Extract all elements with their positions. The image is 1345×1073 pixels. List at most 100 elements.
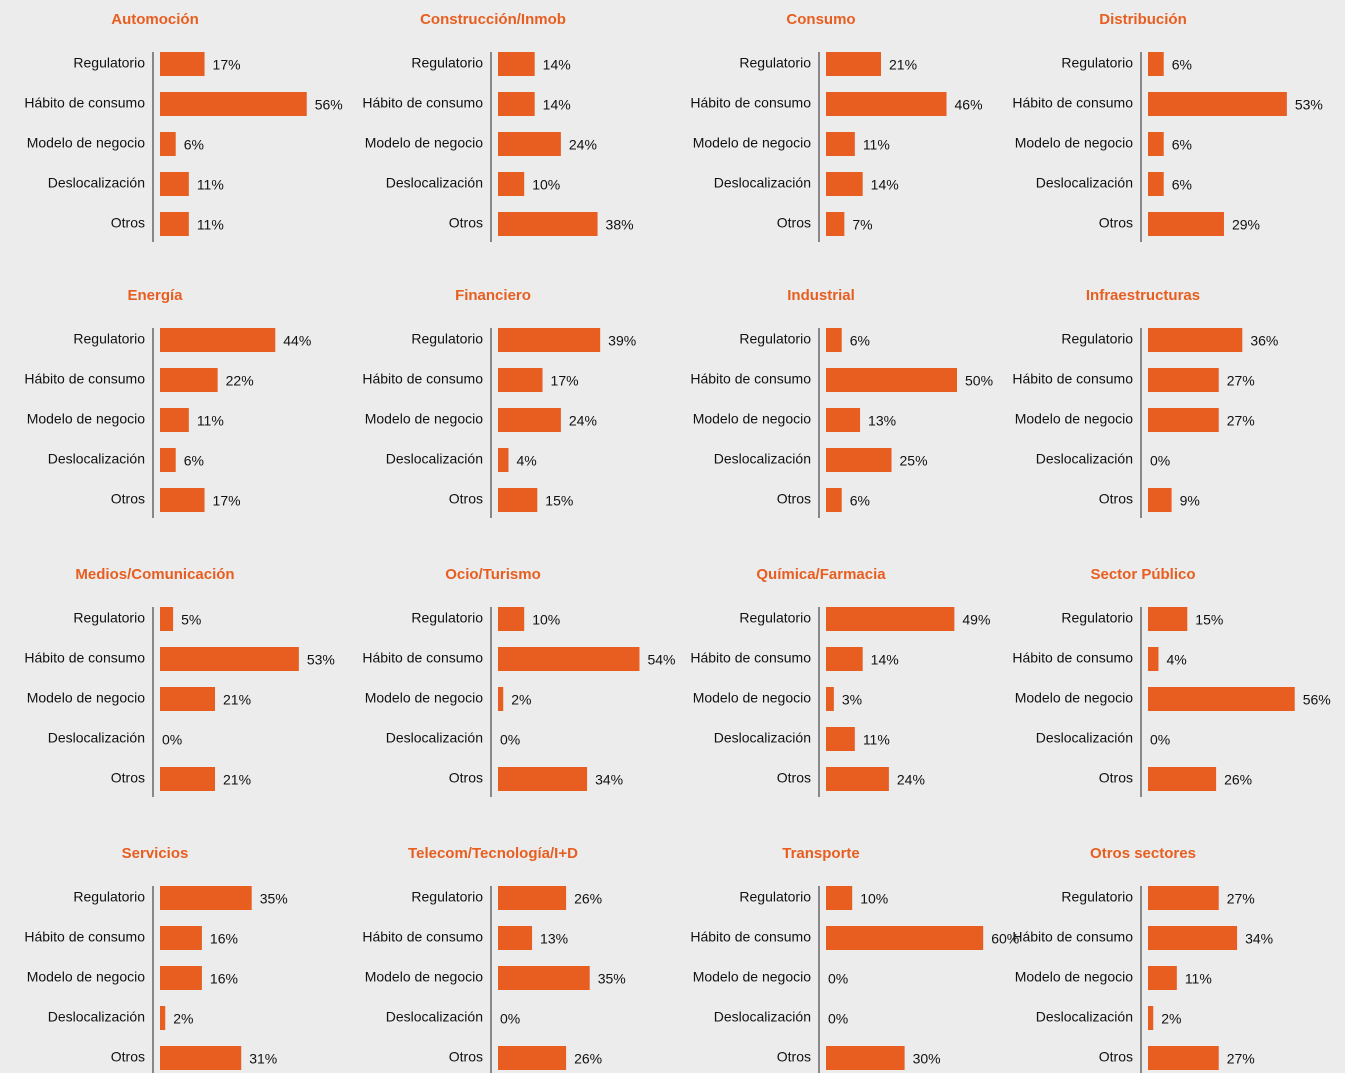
value-label: 6% <box>1172 177 1192 193</box>
category-label: Deslocalización <box>1036 175 1133 191</box>
category-label: Modelo de negocio <box>365 135 484 151</box>
category-label: Hábito de consumo <box>24 929 145 945</box>
category-label: Regulatorio <box>1061 331 1133 347</box>
chart-title: Financiero <box>455 287 531 304</box>
value-label: 14% <box>871 652 899 668</box>
category-label: Otros <box>1099 770 1133 786</box>
bar <box>160 1006 166 1030</box>
bar <box>1148 488 1172 512</box>
bar <box>1148 132 1164 156</box>
category-label: Modelo de negocio <box>365 969 484 985</box>
value-label: 56% <box>1303 692 1331 708</box>
category-label: Modelo de negocio <box>365 411 484 427</box>
value-label: 0% <box>500 1011 520 1027</box>
value-label: 2% <box>173 1011 193 1027</box>
bar <box>160 966 202 990</box>
chart-title: Energía <box>127 287 183 304</box>
value-label: 7% <box>852 217 872 233</box>
value-label: 0% <box>1150 453 1170 469</box>
value-label: 26% <box>1224 772 1252 788</box>
bar <box>160 687 216 711</box>
value-label: 39% <box>608 333 636 349</box>
value-label: 21% <box>223 772 251 788</box>
bar <box>160 886 252 910</box>
value-label: 13% <box>868 413 896 429</box>
value-label: 49% <box>962 612 990 628</box>
category-label: Otros <box>449 215 483 231</box>
category-label: Modelo de negocio <box>27 690 146 706</box>
bar <box>1148 926 1238 950</box>
value-label: 17% <box>213 57 241 73</box>
category-label: Otros <box>111 491 145 507</box>
category-label: Hábito de consumo <box>1012 929 1133 945</box>
bar <box>498 328 601 352</box>
value-label: 17% <box>551 373 579 389</box>
category-label: Regulatorio <box>411 889 483 905</box>
value-label: 38% <box>606 217 634 233</box>
value-label: 60% <box>991 931 1019 947</box>
category-label: Otros <box>1099 1049 1133 1065</box>
value-label: 11% <box>197 413 224 429</box>
bar <box>1148 647 1159 671</box>
bar <box>826 488 842 512</box>
value-label: 17% <box>213 493 241 509</box>
value-label: 25% <box>900 453 928 469</box>
bar <box>498 448 509 472</box>
bar <box>498 52 535 76</box>
bar <box>826 687 834 711</box>
value-label: 53% <box>307 652 335 668</box>
category-label: Hábito de consumo <box>362 95 483 111</box>
value-label: 11% <box>863 137 890 153</box>
category-label: Hábito de consumo <box>1012 650 1133 666</box>
value-label: 0% <box>162 732 182 748</box>
value-label: 6% <box>850 493 870 509</box>
category-label: Deslocalización <box>714 451 811 467</box>
category-label: Modelo de negocio <box>1015 969 1134 985</box>
bar <box>498 408 561 432</box>
value-label: 11% <box>1185 971 1212 987</box>
category-label: Regulatorio <box>73 610 145 626</box>
category-label: Regulatorio <box>73 55 145 71</box>
bar <box>1148 92 1287 116</box>
category-label: Modelo de negocio <box>693 411 812 427</box>
bar <box>160 926 202 950</box>
value-label: 0% <box>828 971 848 987</box>
chart-title: Distribución <box>1099 11 1187 28</box>
bar <box>1148 212 1224 236</box>
bar <box>1148 767 1217 791</box>
bar <box>1148 607 1188 631</box>
chart-title: Industrial <box>787 287 855 304</box>
category-label: Hábito de consumo <box>362 371 483 387</box>
value-label: 11% <box>197 217 224 233</box>
chart-title: Automoción <box>111 11 199 28</box>
chart-title: Consumo <box>786 11 855 28</box>
value-label: 22% <box>226 373 254 389</box>
bar <box>1148 1046 1219 1070</box>
bar <box>826 408 861 432</box>
category-label: Hábito de consumo <box>690 371 811 387</box>
category-label: Deslocalización <box>386 451 483 467</box>
bar <box>160 52 205 76</box>
value-label: 24% <box>897 772 925 788</box>
value-label: 27% <box>1227 373 1255 389</box>
chart-title: Telecom/Tecnología/I+D <box>408 845 578 862</box>
category-label: Modelo de negocio <box>693 969 812 985</box>
bar <box>826 172 863 196</box>
bar <box>1148 52 1164 76</box>
bar <box>498 1046 567 1070</box>
value-label: 13% <box>540 931 568 947</box>
value-label: 9% <box>1180 493 1200 509</box>
category-label: Regulatorio <box>73 889 145 905</box>
bar <box>826 92 947 116</box>
value-label: 10% <box>532 177 560 193</box>
category-label: Hábito de consumo <box>24 95 145 111</box>
value-label: 56% <box>315 97 343 113</box>
bar <box>1148 172 1164 196</box>
category-label: Regulatorio <box>739 331 811 347</box>
value-label: 2% <box>1161 1011 1181 1027</box>
category-label: Otros <box>449 1049 483 1065</box>
bar <box>160 132 176 156</box>
category-label: Hábito de consumo <box>362 650 483 666</box>
value-label: 0% <box>1150 732 1170 748</box>
